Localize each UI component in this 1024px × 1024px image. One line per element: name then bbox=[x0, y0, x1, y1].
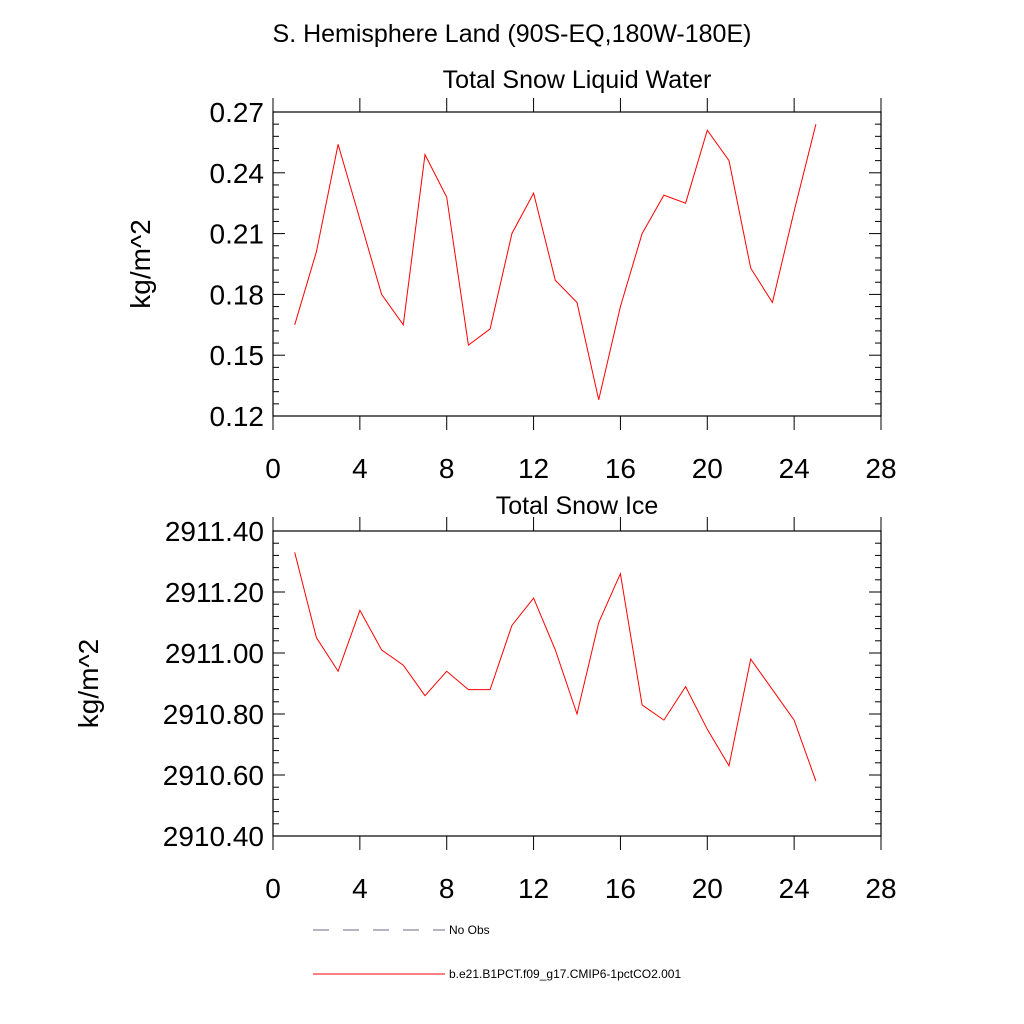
x-tick-label: 24 bbox=[779, 453, 810, 484]
x-tick-label: 0 bbox=[265, 873, 281, 904]
y-tick-label: 0.24 bbox=[210, 158, 265, 189]
y-tick-label: 2911.00 bbox=[165, 638, 264, 669]
x-tick-label: 8 bbox=[439, 873, 455, 904]
series-line-snow-liquid-water bbox=[294, 124, 817, 400]
panel-snow-ice: Total Snow Ice 2910.40 2910.60 2910.80 2911.… bbox=[73, 492, 897, 904]
x-tick-label: 28 bbox=[865, 873, 896, 904]
y-tick-label: 0.27 bbox=[210, 97, 265, 128]
x-tick-label: 4 bbox=[352, 453, 368, 484]
x-tick-label: 16 bbox=[605, 873, 636, 904]
y-tick-label: 2910.60 bbox=[163, 760, 264, 791]
x-tick-label: 12 bbox=[518, 453, 549, 484]
y-tick-label: 2910.80 bbox=[163, 699, 264, 730]
plot-frame-snow-ice bbox=[272, 530, 882, 837]
legend-label-no-obs: No Obs bbox=[449, 923, 490, 937]
legend: No Obs b.e21.B1PCT.f09_g17.CMIP6-1pctCO2… bbox=[313, 923, 681, 981]
y-tick-label: 0.18 bbox=[210, 279, 265, 310]
plot-frame-snow-liquid-water bbox=[272, 111, 882, 417]
x-tick-label: 20 bbox=[692, 873, 723, 904]
chart-title-snow-liquid-water: Total Snow Liquid Water bbox=[443, 66, 712, 94]
y-tick-label: 2911.20 bbox=[165, 577, 264, 608]
x-tick-label: 24 bbox=[779, 873, 810, 904]
y-tick-label: 2911.40 bbox=[165, 516, 264, 547]
y-axis-label-snow-liquid-water: kg/m^2 bbox=[125, 219, 156, 308]
x-tick-label: 28 bbox=[865, 453, 896, 484]
panel-snow-liquid-water: Total Snow Liquid Water 0.12 0.15 0.18 0.21 0… bbox=[125, 66, 897, 484]
x-tick-label: 12 bbox=[518, 873, 549, 904]
x-tick-label: 0 bbox=[265, 453, 281, 484]
y-tick-label: 0.12 bbox=[210, 401, 265, 432]
series-line-snow-ice bbox=[294, 552, 817, 782]
figure-title: S. Hemisphere Land (90S-EQ,180W-180E) bbox=[273, 20, 752, 48]
x-tick-label: 8 bbox=[439, 453, 455, 484]
y-axis-label-snow-ice: kg/m^2 bbox=[73, 639, 104, 728]
x-tick-label: 16 bbox=[605, 453, 636, 484]
chart-title-snow-ice: Total Snow Ice bbox=[496, 492, 659, 520]
y-tick-label: 0.15 bbox=[210, 340, 265, 371]
y-tick-label: 0.21 bbox=[210, 219, 265, 250]
x-tick-label: 20 bbox=[692, 453, 723, 484]
legend-label-model: b.e21.B1PCT.f09_g17.CMIP6-1pctCO2.001 bbox=[449, 967, 681, 981]
y-tick-label: 2910.40 bbox=[163, 821, 264, 852]
x-tick-label: 4 bbox=[352, 873, 368, 904]
